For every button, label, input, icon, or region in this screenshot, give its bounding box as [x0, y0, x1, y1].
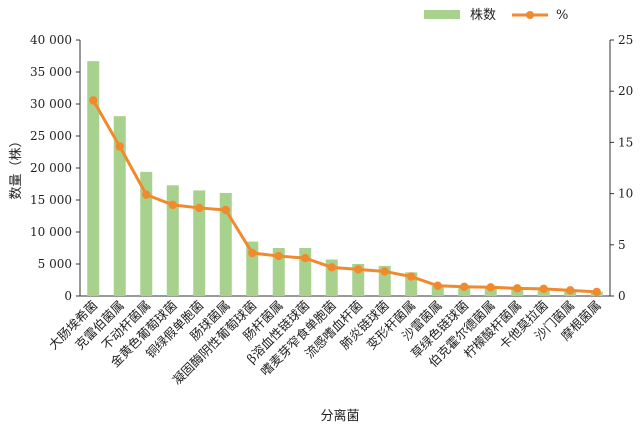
- y-tick-label-right: 5: [618, 238, 626, 252]
- line-point: [221, 205, 230, 215]
- bar-series: [87, 61, 603, 297]
- line-point: [142, 190, 151, 199]
- y-tick-label-left: 25 000: [30, 129, 72, 143]
- line-point: [168, 200, 177, 210]
- line-point: [380, 267, 389, 276]
- line-point: [433, 281, 442, 290]
- line-point: [301, 253, 310, 263]
- y-tick-label-right: 10: [618, 187, 633, 201]
- line-point: [115, 142, 124, 151]
- line-point: [327, 263, 336, 272]
- bar: [166, 185, 179, 296]
- bar: [484, 287, 497, 296]
- bar: [431, 285, 444, 296]
- line-point: [89, 96, 98, 105]
- bar: [193, 190, 206, 296]
- bar: [140, 171, 153, 296]
- line-point: [486, 283, 495, 292]
- y-tick-label-right: 15: [618, 135, 633, 149]
- y-tick-label-left: 5 000: [38, 257, 72, 271]
- y-tick-label-right: 0: [618, 289, 626, 303]
- y-tick-label-left: 15 000: [30, 193, 72, 207]
- legend-bar-label: 株数: [470, 8, 496, 23]
- line-point: [566, 286, 575, 295]
- y-tick-label-right: 25: [618, 33, 633, 47]
- bar: [272, 248, 285, 296]
- axes: 0 5 000 10 000 15 000 20 000 25 000 30 000 35 0…: [30, 33, 633, 303]
- line-series: [89, 96, 601, 297]
- line-point: [592, 287, 601, 297]
- bar: [458, 287, 471, 296]
- legend-line-marker: [526, 11, 534, 19]
- line-point: [407, 272, 416, 281]
- y-tick-label-left: 35 000: [30, 65, 72, 79]
- x-axis-title: 分离菌: [320, 408, 359, 424]
- line-point: [248, 248, 257, 258]
- y-tick-label-left: 40 000: [30, 33, 72, 47]
- y-tick-label-left: 30 000: [30, 97, 72, 111]
- line-point: [274, 251, 283, 261]
- line-point: [195, 203, 204, 213]
- bar: [87, 61, 100, 297]
- y-axis-title: 数量（株）: [9, 134, 24, 199]
- line-point: [354, 265, 363, 274]
- line-path: [91, 99, 597, 294]
- line-point: [513, 284, 522, 293]
- bar: [113, 116, 126, 296]
- category-labels: 大肠埃希菌克雷伯菌属不动杆菌属金黄色葡萄球菌铜绿假单胞菌肠球菌属凝固酶阴性葡萄球…: [46, 298, 604, 388]
- line-point: [460, 282, 469, 291]
- line-point: [539, 284, 548, 294]
- legend-bar-swatch: [424, 10, 460, 19]
- bar: [219, 192, 232, 296]
- y-tick-label-left: 20 000: [30, 161, 72, 175]
- y-tick-label-left: 10 000: [30, 225, 72, 239]
- y-tick-label-left: 0: [64, 289, 72, 303]
- legend-line-label: %: [556, 8, 568, 23]
- legend: 株数 %: [424, 8, 568, 23]
- y-tick-label-right: 20: [618, 84, 633, 98]
